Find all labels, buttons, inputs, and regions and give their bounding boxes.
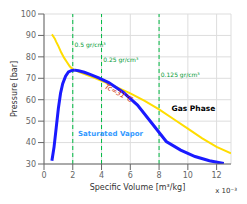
svg-text:12: 12: [212, 171, 222, 180]
svg-text:Saturated Vapor: Saturated Vapor: [78, 130, 143, 138]
svg-text:40: 40: [26, 138, 36, 147]
html-text:x 10⁻³: x 10⁻³: [215, 187, 237, 195]
svg-text:0.25 gr/cm³: 0.25 gr/cm³: [103, 56, 139, 64]
svg-text:30: 30: [26, 160, 36, 169]
svg-text:6: 6: [128, 171, 133, 180]
svg-text:90: 90: [26, 31, 36, 40]
svg-text:100: 100: [21, 10, 36, 19]
svg-text:0: 0: [41, 171, 46, 180]
svg-text:0.5 gr/cm³: 0.5 gr/cm³: [74, 41, 106, 49]
svg-text:80: 80: [26, 53, 36, 62]
svg-text:50: 50: [26, 117, 36, 126]
svg-text:10: 10: [183, 171, 193, 180]
svg-text:0.125 gr/cm³: 0.125 gr/cm³: [161, 71, 201, 79]
svg-text:2: 2: [70, 171, 75, 180]
svg-text:8: 8: [157, 171, 162, 180]
svg-text:60: 60: [26, 96, 36, 105]
svg-text:Specific Volume [m³/kg]: Specific Volume [m³/kg]: [90, 183, 186, 192]
svg-text:Gas Phase: Gas Phase: [172, 104, 216, 113]
svg-text:70: 70: [26, 74, 36, 83]
svg-text:Tc=31°C: Tc=31°C: [103, 83, 134, 104]
svg-text:4: 4: [99, 171, 104, 180]
svg-text:Pressure [bar]: Pressure [bar]: [10, 61, 19, 117]
